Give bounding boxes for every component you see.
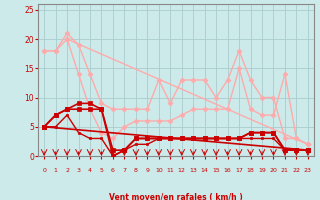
X-axis label: Vent moyen/en rafales ( km/h ): Vent moyen/en rafales ( km/h ) [109, 193, 243, 200]
